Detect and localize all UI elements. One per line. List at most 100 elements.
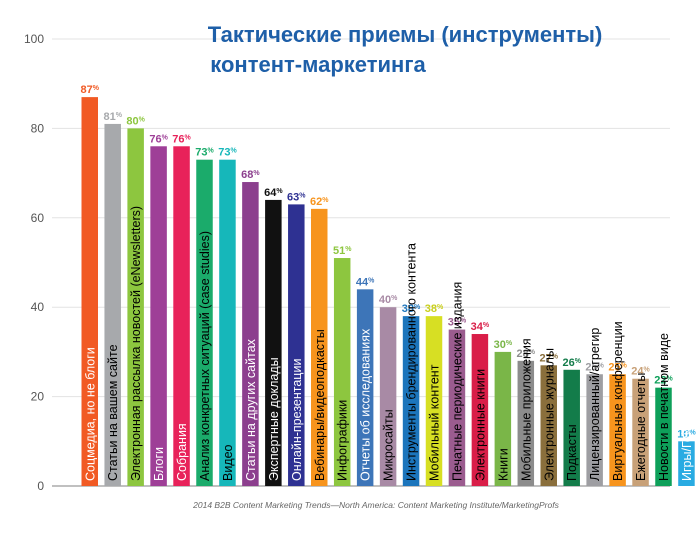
bar-value-label: 73%	[218, 147, 237, 159]
bar-value-label: 68%	[241, 169, 260, 181]
category-label: Статьи на вашем сайте	[106, 344, 120, 481]
bar	[586, 374, 603, 486]
bar-group: 10%Игры/Геймификации	[677, 362, 696, 486]
bar-group: 76% Собрания	[172, 133, 192, 486]
category-label: Микросайты	[382, 409, 396, 481]
bar	[242, 182, 259, 487]
bar-value-label: 24%	[631, 366, 650, 378]
bar-value-label: 38%	[402, 303, 421, 315]
bar-group: 25%Лицензированный/агрегир	[585, 328, 605, 486]
bar	[402, 316, 420, 486]
category-label: Мобильные приложения	[519, 338, 533, 481]
bar-value-label: 81%	[103, 111, 122, 123]
bar-group: 73% Видео	[218, 147, 237, 486]
bar	[265, 199, 282, 487]
bar-value-label: 25%	[608, 361, 627, 373]
y-tick-label: 0	[37, 479, 44, 493]
category-label: Вебинары/видеоподкасты	[313, 329, 327, 481]
bar-group: 26% Подкасты	[562, 357, 582, 486]
bar	[632, 378, 649, 486]
y-tick-label: 100	[24, 32, 44, 46]
bar-value-label: 76%	[149, 133, 168, 145]
bar-value-label: 51%	[333, 245, 352, 257]
category-label: Онлайн-презентации	[290, 359, 304, 481]
bar-value-label: 25%	[585, 361, 604, 373]
bar-value-label: 22%	[654, 375, 673, 387]
category-label: Блоги	[152, 447, 166, 481]
category-label: Отчеты об исследованиях	[359, 328, 373, 481]
bar-value-label: 35%	[448, 317, 467, 329]
bar-value-label: 10%	[677, 428, 696, 440]
bar	[655, 387, 672, 486]
bar	[173, 146, 190, 486]
bar-value-label: 62%	[310, 196, 329, 208]
y-tick-label: 60	[31, 211, 45, 225]
bar-group: 25%Виртуальные конференции	[608, 321, 628, 486]
bar	[425, 316, 443, 486]
bar-group: 64% Экспертные доклады	[264, 187, 283, 487]
bar-group: 38% Мобильный контент	[425, 303, 444, 486]
bar	[678, 441, 695, 486]
bar-value-label: 76%	[172, 133, 191, 145]
category-label: Ежегодные отчеты	[634, 373, 648, 481]
category-label: Собрания	[175, 423, 189, 481]
bar-value-label: 73%	[195, 147, 214, 159]
bar	[494, 351, 512, 486]
bar-group: 87% Соцмедиа, но не блоги	[81, 84, 100, 487]
category-label: Новости в печатном виде	[657, 333, 671, 481]
bar	[540, 365, 557, 486]
bar-group: 27%Электронные журналы	[540, 348, 559, 486]
bar-group: 30% Книги	[494, 339, 513, 486]
chart-title-line-1: Тактические приемы (инструменты)	[208, 22, 603, 47]
category-label: Электронная рассылка новостей (eNewslett…	[129, 206, 143, 481]
chart-title-line-2: контент-маркетинга	[210, 52, 426, 77]
bar	[311, 208, 328, 487]
bar-value-label: 63%	[287, 191, 306, 203]
category-label: Анализ конкретных ситуаций (case studies…	[198, 231, 212, 481]
bar-value-label: 28%	[517, 348, 536, 360]
category-label: Статьи на других сайтах	[244, 338, 258, 481]
bar-value-label: 26%	[562, 357, 581, 369]
chart-title: Тактические приемы (инструменты) контент…	[208, 22, 603, 77]
bar	[196, 159, 213, 486]
bar-group: 62% Вебинары/видеоподкасты	[310, 196, 329, 487]
bar-group: 76% Блоги	[149, 133, 169, 486]
bar-group: 28%Мобильные приложения	[517, 338, 536, 486]
bar-group: 34% Электронные книги	[471, 321, 490, 486]
bar-value-label: 30%	[494, 339, 513, 351]
bar	[517, 360, 535, 486]
bar	[104, 123, 121, 487]
bar-value-label: 34%	[471, 321, 490, 333]
bar-group: 38%Инструменты брендированного контента	[402, 243, 421, 486]
bar-group: 63% Онлайн-презентации	[287, 191, 306, 486]
bar-value-label: 44%	[356, 276, 375, 288]
bar-group: 40% Микросайты	[379, 294, 398, 486]
category-label: Лицензированный/агрегир	[588, 328, 602, 481]
bar-group: 35%Печатные периодические издания	[448, 282, 467, 486]
bar	[127, 128, 144, 486]
category-label: Инфографики	[336, 400, 350, 481]
bar-group: 22%Новости в печатном виде	[654, 333, 674, 486]
bar-group: 81% Статьи на вашем сайте	[103, 111, 123, 487]
bar	[379, 307, 397, 486]
bar-group: 68% Статьи на других сайтах	[241, 169, 260, 487]
category-label: Игры/Геймификации	[680, 362, 694, 482]
category-label: Электронные книги	[473, 369, 487, 481]
category-label: Экспертные доклады	[267, 357, 281, 481]
bar	[448, 329, 466, 486]
category-label: Видео	[221, 444, 235, 481]
y-tick-label: 80	[31, 121, 45, 135]
bar-value-label: 64%	[264, 187, 283, 199]
bar-value-label: 40%	[379, 294, 398, 306]
bar	[563, 369, 580, 486]
bar-group: 80% Электронная рассылка новостей (eNewsl…	[126, 115, 146, 486]
bar	[150, 146, 167, 486]
bar-group: 51% Инфографики	[333, 245, 352, 486]
chart-source: 2014 B2B Content Marketing Trends—North …	[192, 500, 559, 510]
bars-layer: 87% Соцмедиа, но не блоги 81% Статьи на ваш…	[81, 84, 696, 487]
bar	[356, 289, 374, 486]
bar-group: 44% Отчеты об исследованиях	[356, 276, 375, 486]
category-label: Книги	[496, 448, 510, 481]
